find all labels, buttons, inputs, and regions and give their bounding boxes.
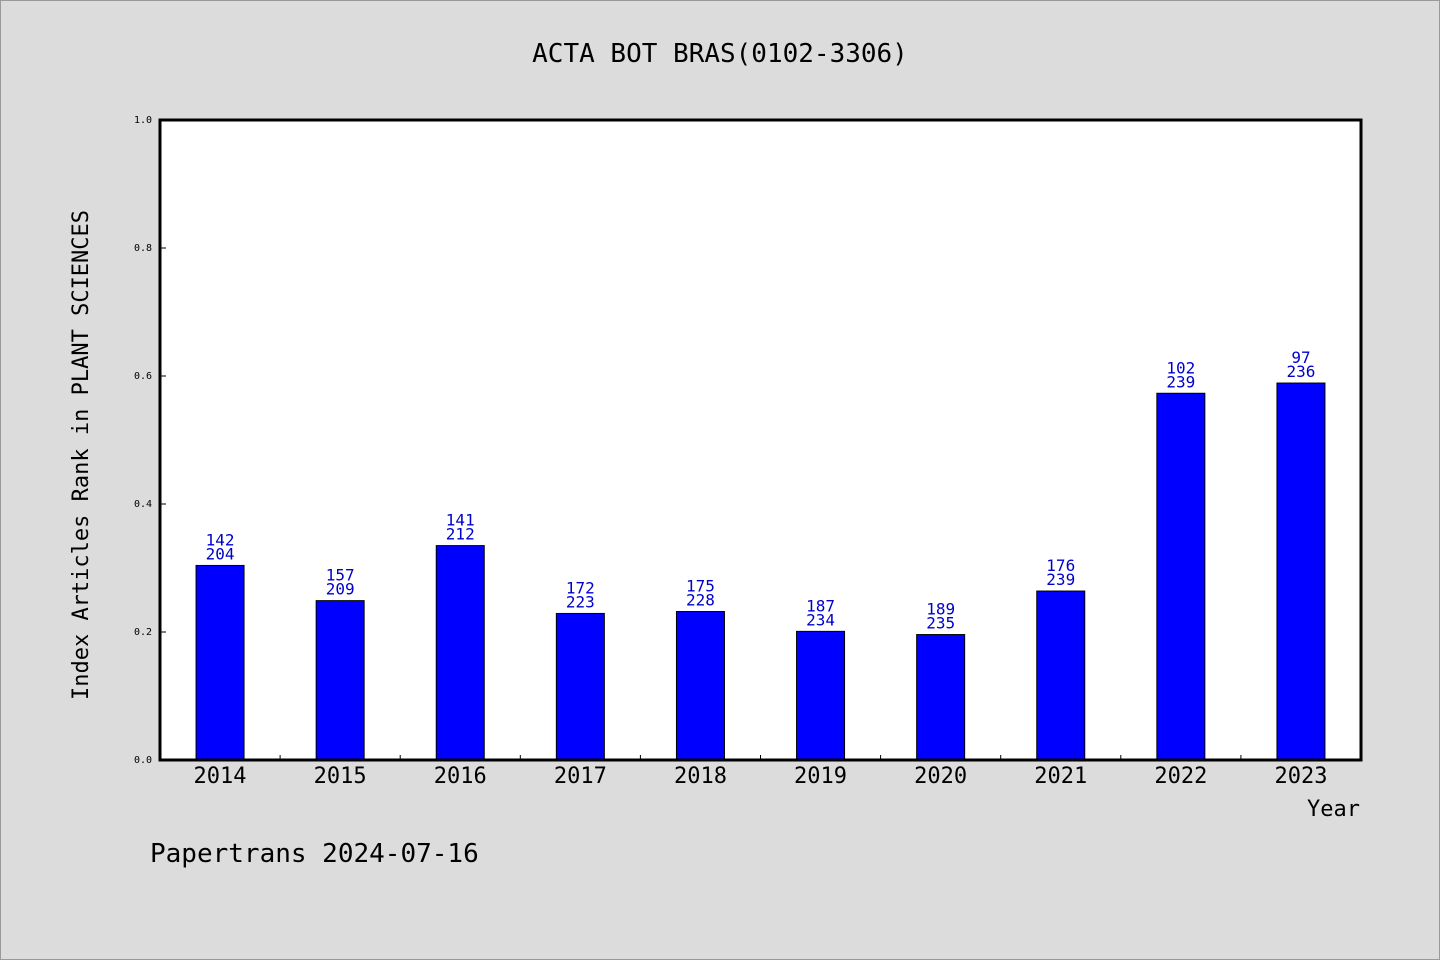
bar-2023 bbox=[1276, 382, 1326, 761]
bar-2018 bbox=[675, 611, 725, 761]
bar-label-top-2020: 189 bbox=[926, 600, 955, 619]
bar-2020 bbox=[916, 634, 966, 761]
x-tick-label-2019: 2019 bbox=[794, 764, 847, 789]
x-tick-label-2018: 2018 bbox=[674, 764, 727, 789]
bar-label-top-2022: 102 bbox=[1166, 358, 1195, 377]
y-tick-label-0.4: 0.4 bbox=[134, 499, 152, 510]
bar-2021 bbox=[1036, 590, 1086, 761]
bar-label-bottom-2020: 235 bbox=[926, 614, 955, 633]
bar-label-bottom-2021: 239 bbox=[1046, 570, 1075, 589]
y-tick-label-0.2: 0.2 bbox=[134, 627, 152, 638]
footer-credit: Papertrans 2024-07-16 bbox=[150, 839, 479, 869]
bar-label-top-2019: 187 bbox=[806, 596, 835, 615]
bar-2015 bbox=[315, 600, 365, 761]
x-tick-label-2021: 2021 bbox=[1034, 764, 1087, 789]
bars-group bbox=[195, 382, 1326, 761]
x-axis: 2014 2015 2016 2017 2018 2019 2020 2021 2022 2023 bbox=[194, 755, 1327, 789]
bar-2017 bbox=[555, 612, 605, 761]
y-tick-label-0.8: 0.8 bbox=[134, 243, 152, 254]
bar-label-top-2015: 157 bbox=[326, 566, 355, 585]
plot-frame bbox=[158, 118, 1363, 762]
bar-label-bottom-2022: 239 bbox=[1166, 372, 1195, 391]
x-tick-label-2017: 2017 bbox=[554, 764, 607, 789]
bar-label-bottom-2023: 236 bbox=[1286, 362, 1315, 381]
bar-label-top-2021: 176 bbox=[1046, 556, 1075, 575]
x-tick-label-2015: 2015 bbox=[314, 764, 367, 789]
bar-2016 bbox=[435, 545, 485, 761]
y-tick-label-1.0: 1.0 bbox=[134, 115, 152, 126]
bar-label-top-2014: 142 bbox=[206, 530, 235, 549]
x-tick-label-2016: 2016 bbox=[434, 764, 487, 789]
bar-label-bottom-2016: 212 bbox=[446, 525, 475, 544]
bar-2019 bbox=[796, 630, 846, 761]
x-tick-label-2023: 2023 bbox=[1274, 764, 1327, 789]
x-tick-label-2020: 2020 bbox=[914, 764, 967, 789]
x-axis-label: Year bbox=[1307, 797, 1360, 822]
bar-label-top-2023: 97 bbox=[1291, 348, 1310, 367]
bar-label-top-2017: 172 bbox=[566, 578, 595, 597]
y-axis-label: Index Articles Rank in PLANT SCIENCES bbox=[69, 210, 94, 700]
bar-label-top-2016: 141 bbox=[446, 511, 475, 530]
bar-label-bottom-2015: 209 bbox=[326, 580, 355, 599]
y-tick-label-0.0: 0.0 bbox=[134, 755, 152, 766]
bar-label-bottom-2019: 234 bbox=[806, 610, 835, 629]
bar-label-bottom-2014: 204 bbox=[206, 544, 235, 563]
x-tick-label-2014: 2014 bbox=[194, 764, 247, 789]
y-tick-label-0.6: 0.6 bbox=[134, 371, 152, 382]
bar-2014 bbox=[195, 564, 245, 761]
bar-label-bottom-2017: 223 bbox=[566, 592, 595, 611]
bar-2022 bbox=[1156, 392, 1206, 761]
x-tick-label-2022: 2022 bbox=[1154, 764, 1207, 789]
bar-label-top-2018: 175 bbox=[686, 577, 715, 596]
chart-title: ACTA BOT BRAS(0102-3306) bbox=[532, 39, 908, 69]
bar-label-bottom-2018: 228 bbox=[686, 591, 715, 610]
